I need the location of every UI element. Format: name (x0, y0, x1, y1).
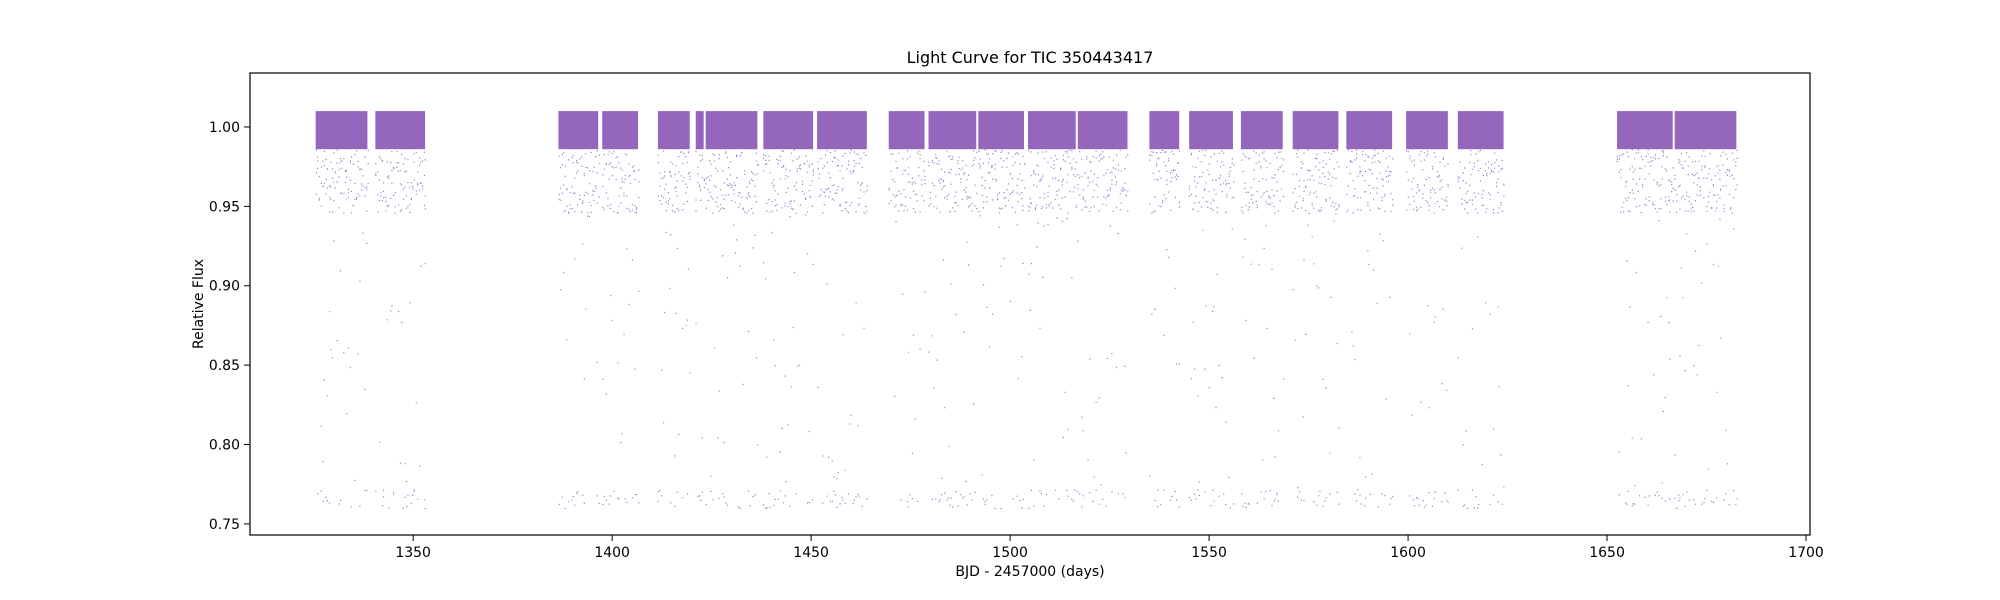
data-segment (978, 111, 1026, 510)
y-tick-label: 0.80 (209, 438, 240, 454)
x-tick-label: 1500 (992, 545, 1028, 561)
y-tick-label: 1.00 (209, 120, 240, 136)
data-segment (1406, 111, 1449, 508)
chart-title: Light Curve for TIC 350443417 (907, 48, 1154, 67)
data-segment (1077, 111, 1129, 508)
baseline-flux-band (1346, 111, 1393, 150)
flux-points (558, 150, 600, 510)
plot-area-frame (249, 72, 1811, 536)
baseline-flux-band (558, 111, 599, 150)
data-segment (695, 111, 705, 502)
baseline-flux-band (978, 111, 1025, 150)
baseline-flux-band (888, 111, 925, 150)
x-tick-label: 1400 (594, 545, 630, 561)
x-tick-label: 1650 (1589, 545, 1625, 561)
baseline-flux-band (1674, 111, 1737, 150)
data-segment (1292, 111, 1340, 507)
baseline-flux-band (695, 111, 704, 150)
data-segment (705, 111, 759, 509)
data-segment (1240, 111, 1285, 508)
baseline-flux-band (1406, 111, 1448, 150)
y-tick-label: 0.90 (209, 279, 240, 295)
data-segment (1616, 111, 1674, 507)
baseline-flux-band (657, 111, 690, 150)
baseline-flux-band (315, 111, 368, 150)
y-tick-label: 0.75 (209, 517, 240, 533)
baseline-flux-band (1028, 111, 1076, 150)
x-tick-label: 1600 (1390, 545, 1426, 561)
y-tick-label: 0.85 (209, 358, 240, 374)
data-segment (315, 111, 369, 508)
baseline-flux-band (1616, 111, 1673, 150)
x-tick-label: 1450 (793, 545, 829, 561)
baseline-flux-band (817, 111, 867, 150)
data-segment (1149, 111, 1180, 508)
y-axis: 0.75 0.80 0.85 0.90 0.95 1.00 (209, 120, 250, 533)
x-axis-label: BJD - 2457000 (days) (955, 564, 1104, 580)
baseline-flux-band (1189, 111, 1233, 150)
baseline-flux-band (705, 111, 758, 150)
data-points (315, 111, 1738, 510)
data-segment (558, 111, 600, 510)
y-axis-label: Relative Flux (191, 259, 207, 349)
data-segment (375, 111, 426, 510)
x-tick-label: 1700 (1788, 545, 1824, 561)
y-tick-label: 0.95 (209, 199, 240, 215)
baseline-flux-band (602, 111, 639, 150)
baseline-flux-band (1457, 111, 1504, 150)
data-segment (1457, 111, 1505, 510)
baseline-flux-band (1240, 111, 1283, 150)
data-segment (1346, 111, 1394, 508)
x-tick-label: 1550 (1191, 545, 1227, 561)
data-segment (928, 111, 978, 508)
x-tick-label: 1350 (395, 545, 431, 561)
x-axis: 1350 1400 1450 1500 1550 1600 1650 1700 (395, 535, 1824, 561)
data-segment (1674, 111, 1738, 509)
data-segment (817, 111, 868, 509)
flux-points (315, 149, 369, 508)
data-segment (657, 111, 691, 507)
data-segment (888, 111, 926, 508)
baseline-flux-band (763, 111, 814, 150)
baseline-flux-band (1149, 111, 1180, 150)
data-segment (763, 111, 814, 509)
data-segment (1028, 111, 1077, 509)
baseline-flux-band (375, 111, 426, 150)
data-segment (602, 111, 640, 506)
data-segment (1188, 111, 1235, 509)
baseline-flux-band (1077, 111, 1128, 150)
baseline-flux-band (928, 111, 977, 150)
baseline-flux-band (1292, 111, 1339, 150)
flux-points (1028, 149, 1077, 509)
